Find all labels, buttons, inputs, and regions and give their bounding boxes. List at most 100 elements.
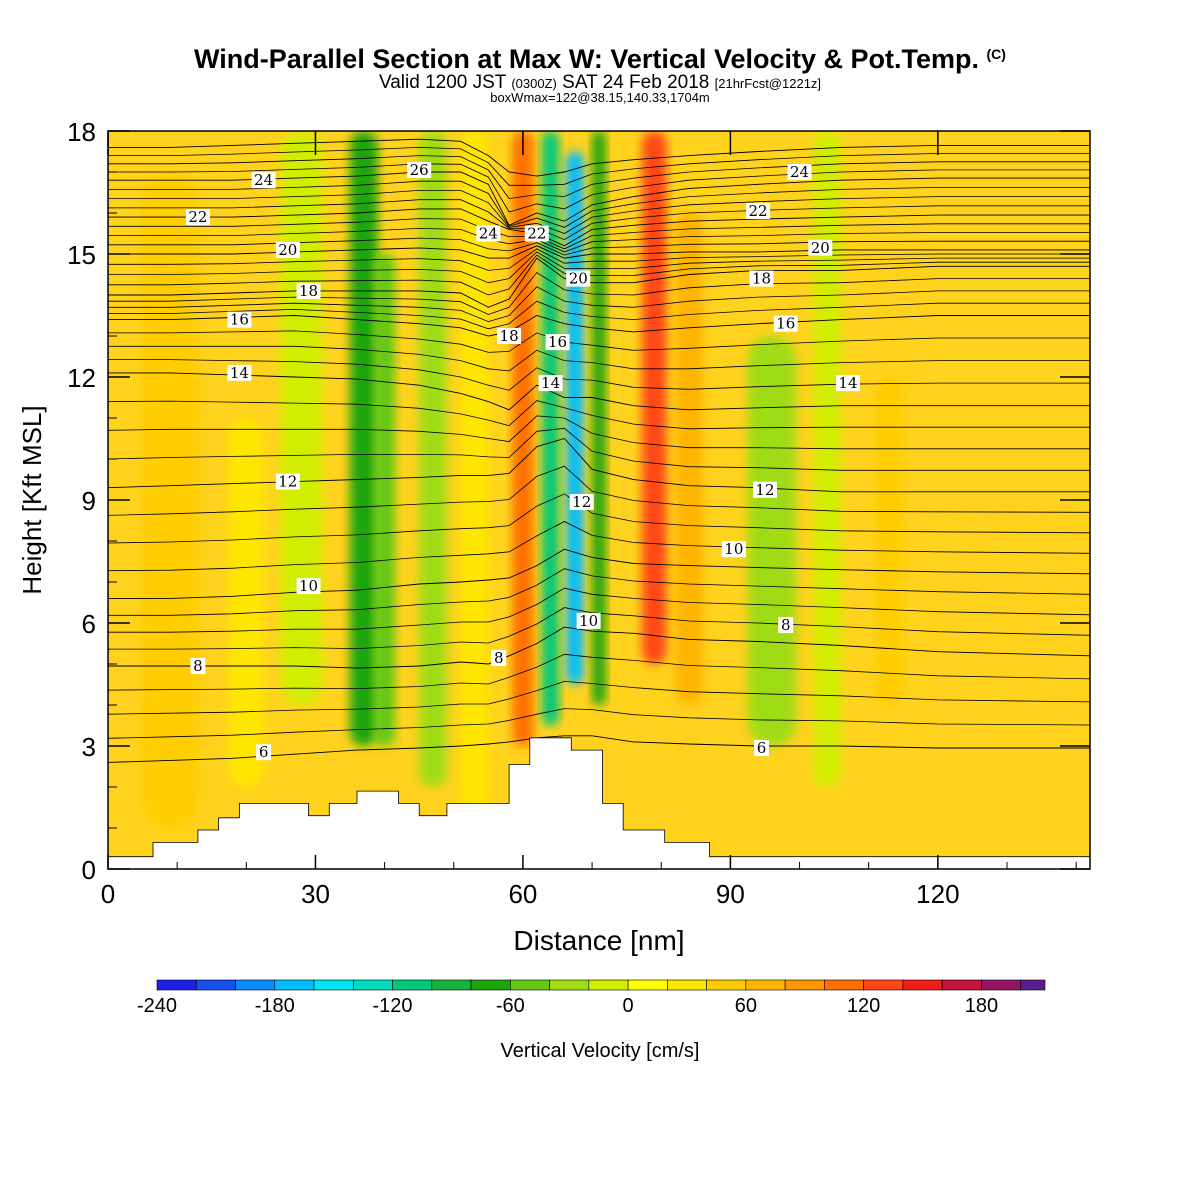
- colorbar-tick-label: 180: [965, 995, 998, 1017]
- svg-text:8: 8: [494, 649, 504, 667]
- velocity-band: [350, 131, 378, 746]
- svg-text:26: 26: [410, 161, 429, 179]
- contour-label: 20: [275, 241, 300, 259]
- theta-contour: [108, 257, 1090, 308]
- colorbar-swatch: [784, 979, 825, 991]
- plot-area: 24 22 20 18 16 14 12 10 8 6 26 24 22 20 18 16 14 12 10 8 24 2…: [107, 130, 1091, 870]
- colorbar-swatch: [431, 979, 472, 991]
- chart-title-text: Wind-Parallel Section at Max W: Vertical…: [194, 44, 979, 74]
- velocity-band: [875, 377, 904, 705]
- svg-text:20: 20: [278, 241, 297, 259]
- colorbar-swatch: [510, 979, 550, 991]
- chart-subtitle: Valid 1200 JST (0300Z) SAT 24 Feb 2018 […: [0, 72, 1200, 94]
- contour-label: 18: [749, 270, 774, 288]
- colorbar-tick-label: 0: [623, 995, 634, 1017]
- velocity-band: [229, 418, 264, 787]
- svg-text:24: 24: [254, 171, 273, 189]
- theta-contour: [108, 735, 1090, 763]
- contour-label: 12: [752, 481, 777, 499]
- theta-contour-minor: [108, 427, 1090, 471]
- svg-text:20: 20: [569, 270, 588, 288]
- contour-label: 22: [524, 225, 549, 243]
- velocity-band: [675, 213, 703, 705]
- theta-contour-minor: [108, 254, 1090, 296]
- contour-label: 10: [296, 577, 321, 595]
- contour-label: 12: [275, 473, 300, 491]
- svg-text:24: 24: [790, 163, 809, 181]
- velocity-band: [566, 151, 584, 685]
- theta-contour-minor: [108, 251, 1090, 284]
- svg-text:8: 8: [781, 616, 791, 634]
- colorbar-tick-label: -240: [137, 995, 177, 1017]
- contour-label: 10: [721, 540, 746, 558]
- contour-label: 18: [497, 327, 522, 345]
- contour-label: 22: [746, 202, 771, 220]
- theta-contour-minor: [108, 521, 1090, 572]
- colorbar-tick-label: 120: [847, 995, 880, 1017]
- contour-label: 20: [808, 239, 833, 257]
- velocity-band: [512, 131, 534, 746]
- colorbar-swatch: [235, 979, 276, 991]
- velocity-band: [541, 131, 560, 726]
- x-axis: 0 30 60 90 120: [101, 131, 1077, 909]
- contour-label: 6: [754, 739, 770, 757]
- theta-contour: [108, 372, 1090, 411]
- colorbar-swatch: [352, 979, 393, 991]
- theta-contour-minor: [108, 248, 1090, 271]
- svg-text:14: 14: [838, 374, 857, 392]
- y-tick-label: 9: [82, 486, 96, 516]
- colorbar-tick-label: -180: [255, 995, 295, 1017]
- box-note: boxWmax=122@38.15,140.33,1704m: [490, 90, 710, 105]
- velocity-band: [142, 172, 198, 828]
- theta-contour-minor: [108, 227, 1090, 253]
- theta-contour: [108, 138, 1090, 177]
- colorbar-swatch: [863, 979, 904, 991]
- theta-contour-minor: [108, 680, 1090, 715]
- theta-contour-minor: [108, 415, 1090, 450]
- svg-text:24: 24: [479, 225, 498, 243]
- colorbar-tick-label: -120: [373, 995, 413, 1017]
- velocity-band: [747, 336, 797, 746]
- svg-text:10: 10: [299, 577, 318, 595]
- colorbar-label: Vertical Velocity [cm/s]: [501, 1040, 700, 1062]
- colorbar-swatch: [470, 979, 511, 991]
- theta-contour-minor: [108, 493, 1090, 544]
- colorbar-swatch: [667, 979, 707, 991]
- contour-label: 6: [256, 743, 272, 761]
- colorbar-swatch: [981, 979, 1021, 991]
- theta-contour-minor: [108, 199, 1090, 241]
- colorbar-swatch: [313, 979, 354, 991]
- y-tick-label: 12: [67, 363, 96, 393]
- y-axis-label: Height [Kft MSL]: [17, 405, 47, 594]
- svg-text:18: 18: [752, 270, 771, 288]
- chart-title: Wind-Parallel Section at Max W: Vertical…: [0, 44, 1200, 75]
- x-tick-label: 60: [508, 879, 537, 909]
- theta-contour: [108, 548, 1090, 599]
- contour-label: 8: [778, 616, 794, 634]
- theta-contour-minor: [108, 286, 1090, 323]
- colorbar-swatch: [941, 979, 982, 991]
- y-axis: 0 3 6 9 12 15 18: [67, 117, 1090, 885]
- contour-label: 24: [251, 171, 276, 189]
- theta-contour: [108, 171, 1090, 226]
- theta-contour-minor: [108, 400, 1090, 430]
- contour-label: 16: [773, 315, 798, 333]
- x-axis-label: Distance [nm]: [513, 925, 684, 956]
- svg-text:14: 14: [541, 374, 560, 392]
- theta-contour: [108, 315, 1090, 337]
- theta-contour-minor: [108, 587, 1090, 633]
- theta-contour-minor: [108, 180, 1090, 228]
- y-tick-label: 15: [67, 240, 96, 270]
- colorbar-swatch: [549, 979, 590, 991]
- svg-text:18: 18: [500, 327, 519, 345]
- terrain: [107, 737, 1091, 870]
- svg-text:22: 22: [188, 208, 207, 226]
- colorbar-swatch: [195, 979, 236, 991]
- forecast-info: [21hrFcst@1221z]: [714, 76, 822, 91]
- colorbar-swatch: [627, 979, 668, 991]
- contour-label: 24: [787, 163, 812, 181]
- contour-label: 24: [476, 225, 501, 243]
- velocity-field: [142, 131, 904, 828]
- svg-text:12: 12: [278, 473, 297, 491]
